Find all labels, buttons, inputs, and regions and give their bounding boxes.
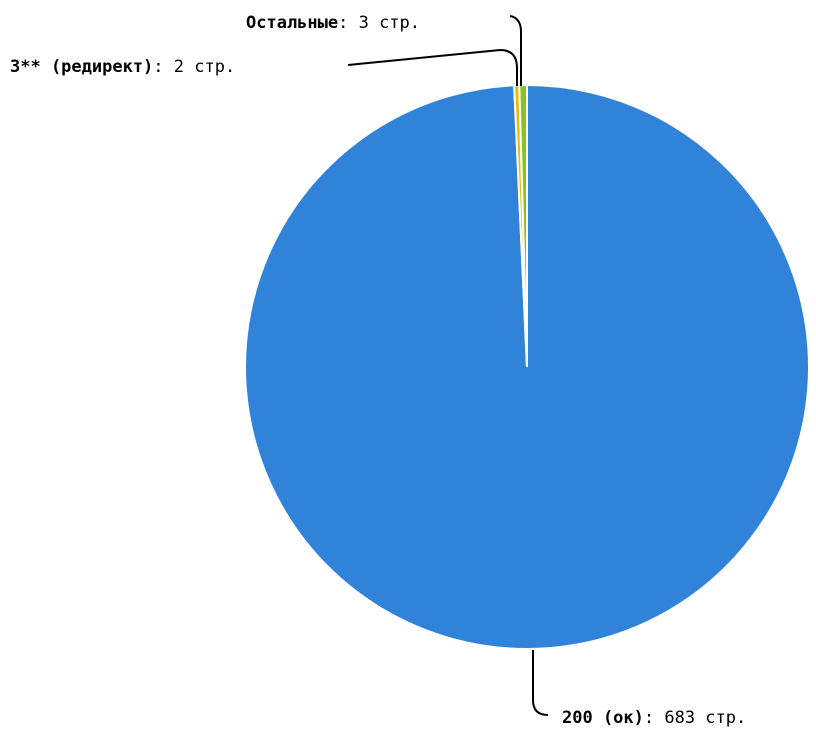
label-3xx: 3** (редирект): 2 стр. — [10, 57, 235, 77]
label-200-name: 200 (ок) — [562, 708, 644, 728]
leader-line-200 — [532, 650, 549, 716]
pie-slices — [244, 83, 810, 650]
label-other: Остальные: 3 стр. — [246, 13, 420, 33]
pie-slice-2 — [518, 83, 528, 368]
label-200: 200 (ок): 683 стр. — [562, 708, 746, 728]
leader-line-3xx — [347, 48, 518, 86]
label-3xx-value: : 2 стр. — [153, 57, 235, 77]
label-200-value: : 683 стр. — [644, 708, 746, 728]
label-other-name: Остальные — [246, 13, 338, 33]
leader-line-other — [509, 15, 523, 86]
label-other-value: : 3 стр. — [338, 13, 420, 33]
label-3xx-name: 3** (редирект) — [10, 57, 153, 77]
